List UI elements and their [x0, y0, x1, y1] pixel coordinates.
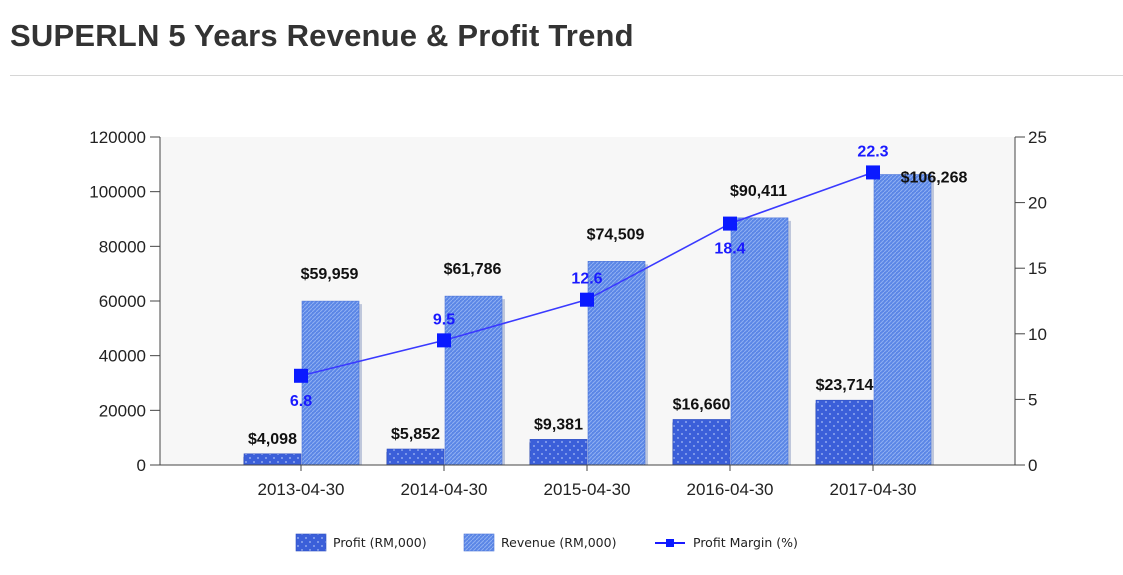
legend-margin-label: Profit Margin (%)	[693, 535, 798, 550]
legend-margin-marker	[666, 539, 674, 547]
profit-margin-point	[580, 292, 594, 307]
profit-value-label: $9,381	[534, 416, 583, 433]
profit-bar	[243, 453, 302, 466]
profit-bar	[529, 439, 588, 466]
profit-value-label: $23,714	[816, 377, 874, 394]
y-right-tick-label: 0	[1028, 456, 1037, 475]
profit-value-label: $4,098	[248, 431, 297, 448]
x-tick-label: 2014-04-30	[401, 480, 488, 499]
margin-value-label: 18.4	[714, 241, 745, 258]
legend-profit-label: Profit (RM,000)	[333, 535, 427, 550]
y-left-tick-label: 80000	[99, 237, 146, 256]
profit-margin-point	[723, 216, 737, 231]
revenue-bar	[301, 300, 360, 466]
margin-value-label: 6.8	[290, 393, 312, 410]
revenue-bar	[730, 217, 789, 466]
y-left-tick-label: 120000	[89, 128, 146, 147]
profit-margin-point	[294, 368, 308, 383]
y-left-tick-label: 40000	[99, 347, 146, 366]
profit-value-label: $5,852	[391, 426, 440, 443]
margin-value-label: 9.5	[433, 311, 455, 328]
y-right-tick-label: 15	[1028, 259, 1047, 278]
margin-value-label: 12.6	[571, 271, 602, 288]
revenue-bar	[587, 261, 646, 466]
y-left-tick-label: 60000	[99, 292, 146, 311]
profit-value-label: $16,660	[673, 396, 731, 413]
y-left-tick-label: 100000	[89, 183, 146, 202]
y-left-tick-label: 20000	[99, 401, 146, 420]
revenue-bar	[873, 174, 932, 466]
revenue-value-label: $74,509	[587, 226, 645, 243]
x-tick-label: 2017-04-30	[830, 480, 917, 499]
profit-bar	[672, 419, 731, 466]
profit-margin-point	[866, 165, 880, 180]
revenue-value-label: $90,411	[730, 183, 787, 200]
page-title: SUPERLN 5 Years Revenue & Profit Trend	[10, 18, 634, 53]
y-right-tick-label: 5	[1028, 390, 1037, 409]
x-tick-label: 2016-04-30	[687, 480, 774, 499]
revenue-value-label: $106,268	[901, 170, 968, 187]
legend-revenue-swatch	[463, 533, 495, 552]
margin-value-label: 22.3	[857, 143, 888, 160]
profit-bar	[815, 399, 874, 466]
y-right-tick-label: 25	[1028, 128, 1047, 147]
y-left-tick-label: 0	[137, 456, 146, 475]
revenue-value-label: $59,959	[301, 266, 359, 283]
x-tick-label: 2013-04-30	[258, 480, 345, 499]
x-tick-label: 2015-04-30	[544, 480, 631, 499]
title-divider	[10, 75, 1123, 76]
revenue-bar	[444, 295, 503, 466]
y-right-tick-label: 20	[1028, 194, 1047, 213]
legend-profit-swatch	[295, 533, 327, 552]
y-right-tick-label: 10	[1028, 325, 1047, 344]
profit-bar	[386, 448, 445, 466]
legend-revenue-label: Revenue (RM,000)	[501, 535, 616, 550]
revenue-value-label: $61,786	[444, 261, 502, 278]
profit-margin-point	[437, 333, 451, 348]
